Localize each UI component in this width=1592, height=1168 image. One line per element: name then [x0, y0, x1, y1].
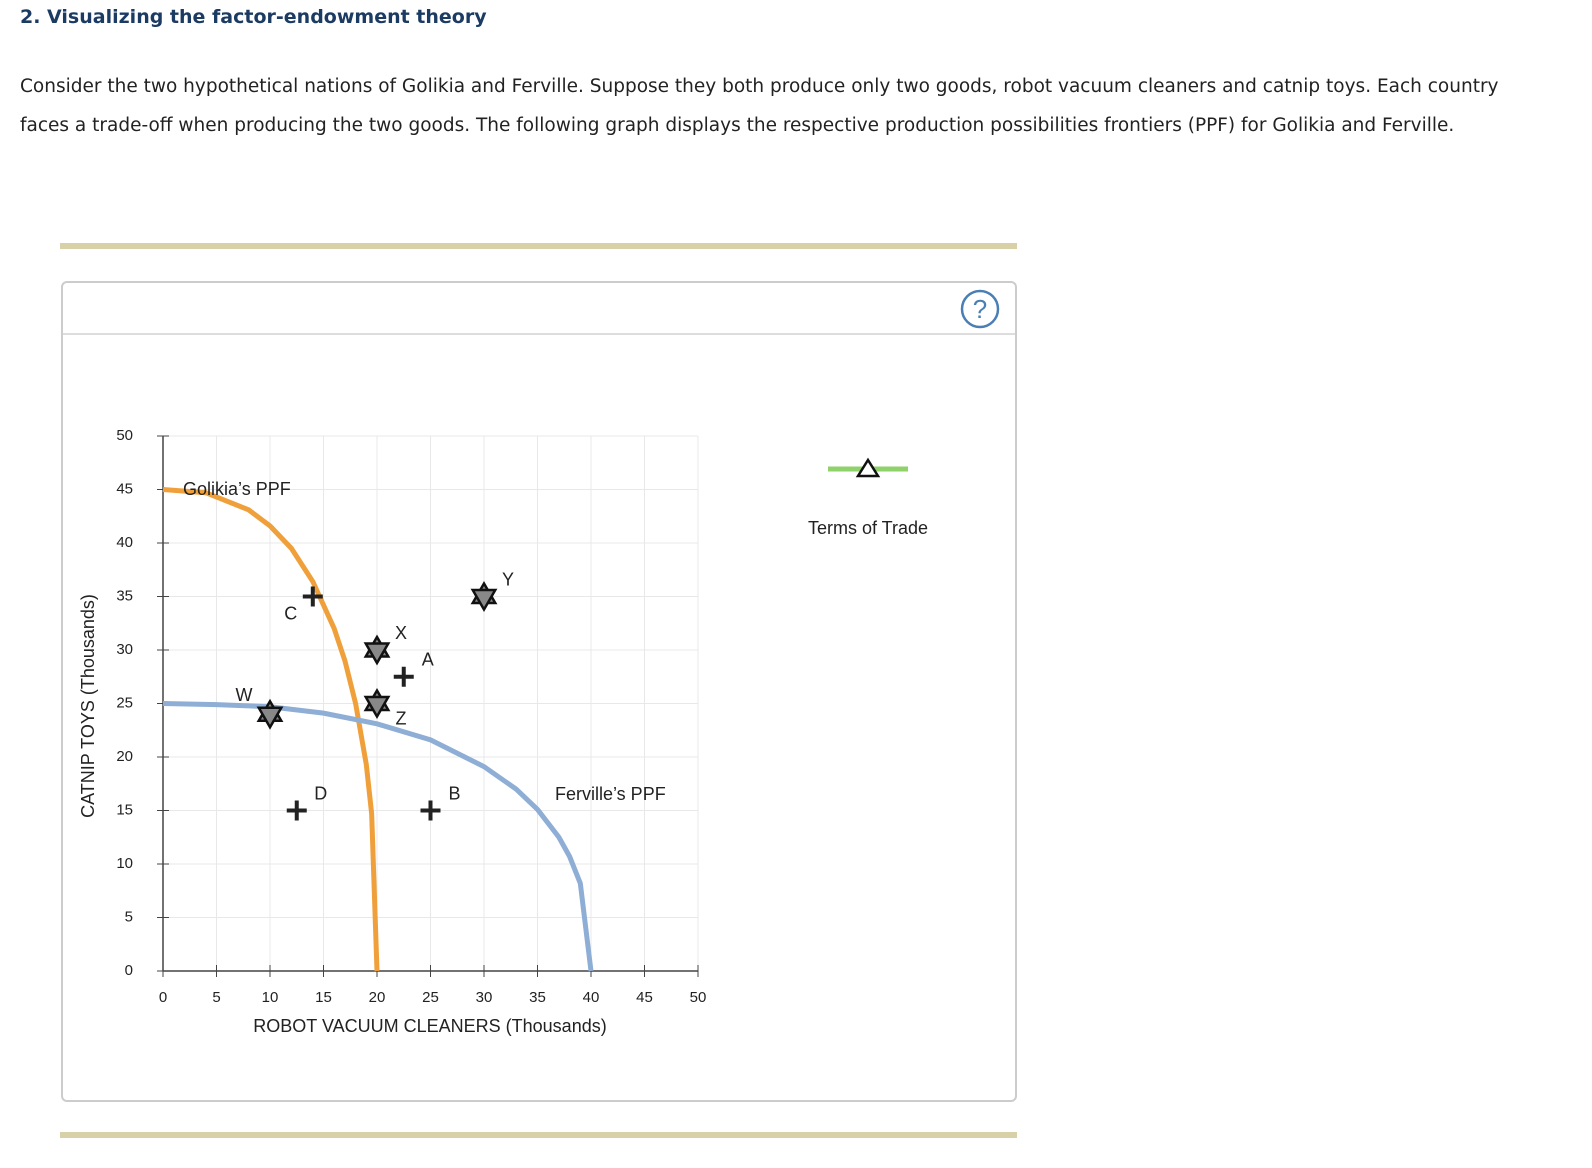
- point: [256, 698, 284, 730]
- y-axis-label: CATNIP TOYS (Thousands): [78, 594, 98, 818]
- y-tick-label: 25: [116, 694, 133, 711]
- x-tick-label: 15: [315, 989, 332, 1006]
- x-tick-label: 10: [262, 989, 279, 1006]
- point-label: Z: [396, 708, 407, 728]
- point-label: D: [314, 783, 327, 803]
- point: [470, 581, 498, 612]
- x-tick-label: 45: [636, 989, 653, 1006]
- curve-label: Golikia’s PPF: [183, 479, 291, 499]
- legend-label: Terms of Trade: [808, 518, 928, 538]
- y-tick-label: 40: [116, 534, 133, 551]
- x-tick-label: 30: [476, 989, 493, 1006]
- x-tick-label: 40: [583, 989, 600, 1006]
- point-label: Y: [502, 569, 514, 589]
- x-tick-label: 5: [212, 989, 220, 1006]
- point-label: C: [284, 603, 297, 623]
- y-tick-label: 10: [116, 855, 133, 872]
- point: [302, 586, 323, 607]
- point-label: X: [395, 623, 407, 643]
- question-title: 2. Visualizing the factor-endowment theo…: [20, 6, 487, 28]
- divider: [60, 243, 1017, 249]
- star-marker: [470, 588, 498, 612]
- star-marker: [363, 642, 391, 666]
- y-tick-label: 35: [116, 587, 133, 604]
- point: [363, 634, 391, 666]
- x-tick-label: 35: [529, 989, 546, 1006]
- help-button[interactable]: ?: [960, 289, 1000, 329]
- plus-marker: [302, 586, 323, 607]
- point: [363, 688, 391, 719]
- star-marker: [256, 706, 284, 730]
- y-tick-label: 30: [116, 641, 133, 658]
- plus-marker: [286, 800, 307, 821]
- ppf-curve: [162, 487, 380, 972]
- star-marker: [363, 695, 391, 719]
- legend-marker[interactable]: [855, 457, 881, 478]
- point-label: W: [236, 685, 253, 705]
- x-tick-label: 0: [159, 989, 167, 1006]
- graph-panel: [61, 281, 1017, 1102]
- plus-marker: [420, 800, 441, 821]
- x-axis-label: ROBOT VACUUM CLEANERS (Thousands): [253, 1016, 606, 1036]
- point-label: B: [448, 783, 460, 803]
- divider: [60, 1132, 1017, 1138]
- y-tick-label: 0: [125, 962, 133, 979]
- y-tick-label: 50: [116, 427, 133, 444]
- y-tick-label: 45: [116, 480, 133, 497]
- curve-label: Ferville’s PPF: [555, 784, 666, 804]
- help-icon[interactable]: ?: [973, 294, 987, 324]
- question-text: Consider the two hypothetical nations of…: [20, 76, 1499, 136]
- y-tick-label: 5: [125, 908, 133, 925]
- x-tick-label: 25: [422, 989, 439, 1006]
- point-label: A: [422, 650, 434, 670]
- point: [420, 800, 441, 821]
- point: [393, 666, 414, 687]
- y-tick-label: 15: [116, 801, 133, 818]
- plus-marker: [393, 666, 414, 687]
- help-circle[interactable]: [960, 289, 1000, 329]
- point: [286, 800, 307, 821]
- y-tick-label: 20: [116, 748, 133, 765]
- x-tick-label: 20: [369, 989, 386, 1006]
- x-tick-label: 50: [690, 989, 707, 1006]
